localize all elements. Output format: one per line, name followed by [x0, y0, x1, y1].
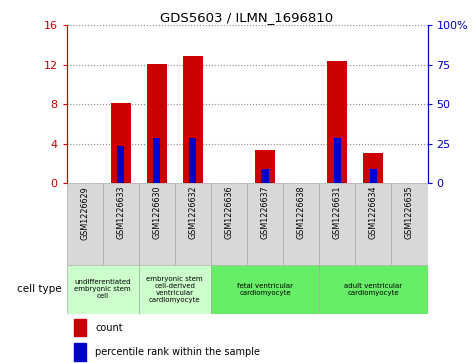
Bar: [391, 183, 428, 265]
Bar: [74, 343, 86, 360]
Bar: [283, 183, 319, 265]
Bar: [319, 183, 355, 265]
Text: GSM1226636: GSM1226636: [225, 186, 233, 239]
Text: fetal ventricular
cardiomyocyte: fetal ventricular cardiomyocyte: [237, 283, 293, 296]
Bar: [183, 56, 203, 183]
Bar: [74, 319, 86, 336]
Text: undifferentiated
embryonic stem
cell: undifferentiated embryonic stem cell: [74, 280, 131, 299]
Bar: [370, 169, 377, 183]
Text: count: count: [95, 323, 123, 333]
Bar: [153, 138, 161, 183]
Bar: [327, 61, 347, 183]
Bar: [211, 183, 247, 265]
Text: cell type: cell type: [17, 285, 62, 294]
Text: GSM1226634: GSM1226634: [369, 186, 378, 239]
Bar: [117, 146, 124, 183]
Bar: [211, 265, 319, 314]
Text: GSM1226631: GSM1226631: [333, 186, 342, 239]
Bar: [175, 183, 211, 265]
Bar: [255, 150, 275, 183]
Bar: [363, 153, 383, 183]
Text: GSM1226630: GSM1226630: [152, 186, 161, 239]
Bar: [261, 169, 269, 183]
Text: adult ventricular
cardiomyocyte: adult ventricular cardiomyocyte: [344, 283, 402, 296]
Bar: [139, 183, 175, 265]
Text: GSM1226637: GSM1226637: [261, 186, 269, 239]
Text: GSM1226635: GSM1226635: [405, 186, 414, 239]
Text: GSM1226632: GSM1226632: [189, 186, 197, 239]
Bar: [355, 183, 391, 265]
Text: GSM1226629: GSM1226629: [80, 186, 89, 240]
Bar: [247, 183, 283, 265]
Bar: [103, 183, 139, 265]
Bar: [147, 64, 167, 183]
Bar: [111, 103, 131, 183]
Bar: [139, 265, 211, 314]
Bar: [333, 138, 341, 183]
Text: embryonic stem
cell-derived
ventricular
cardiomyocyte: embryonic stem cell-derived ventricular …: [146, 276, 203, 303]
Text: percentile rank within the sample: percentile rank within the sample: [95, 347, 260, 357]
Bar: [66, 183, 103, 265]
Bar: [66, 265, 139, 314]
Text: GSM1226633: GSM1226633: [116, 186, 125, 239]
Text: GSM1226638: GSM1226638: [297, 186, 305, 239]
Bar: [189, 138, 197, 183]
Bar: [319, 265, 428, 314]
Title: GDS5603 / ILMN_1696810: GDS5603 / ILMN_1696810: [161, 11, 333, 24]
